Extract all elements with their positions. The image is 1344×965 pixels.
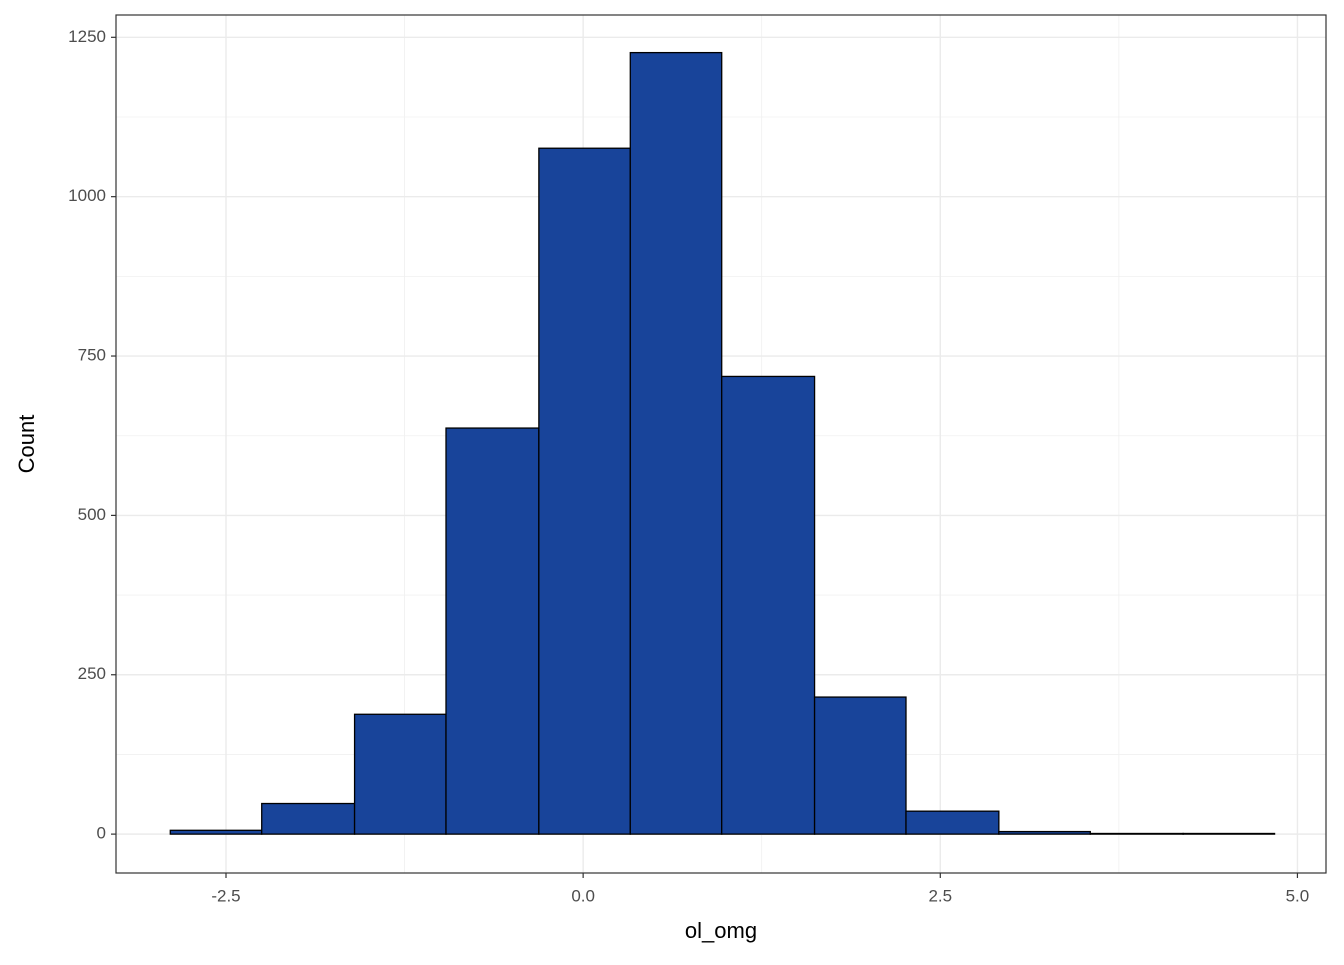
bar [538,147,631,835]
bar [261,802,356,835]
x-axis-title: ol_omg [685,918,757,943]
bar [905,810,1000,835]
bar [813,696,907,835]
bar [721,375,816,835]
bar [1182,832,1276,835]
bar [998,830,1091,835]
y-tick-label: 1250 [68,27,106,46]
bars [169,51,1276,835]
bar [629,51,723,835]
x-tick-label: 2.5 [928,886,952,905]
x-tick-label: -2.5 [211,886,240,905]
y-tick-label: 250 [78,664,106,683]
y-axis-title: Count [14,415,39,474]
y-tick-label: 1000 [68,186,106,205]
bar [169,829,263,835]
bar [353,713,447,835]
bar [1089,832,1184,835]
panel-border [115,14,1327,874]
y-tick-label: 500 [78,505,106,524]
bar [445,427,540,835]
y-tick-label: 0 [97,824,106,843]
x-tick-label: 5.0 [1286,886,1310,905]
x-tick-label: 0.0 [571,886,595,905]
y-tick-label: 750 [78,346,106,365]
axes: 0 250 500 750 1000 1250 -2.5 0.0 2.5 5.0 [68,27,1309,906]
